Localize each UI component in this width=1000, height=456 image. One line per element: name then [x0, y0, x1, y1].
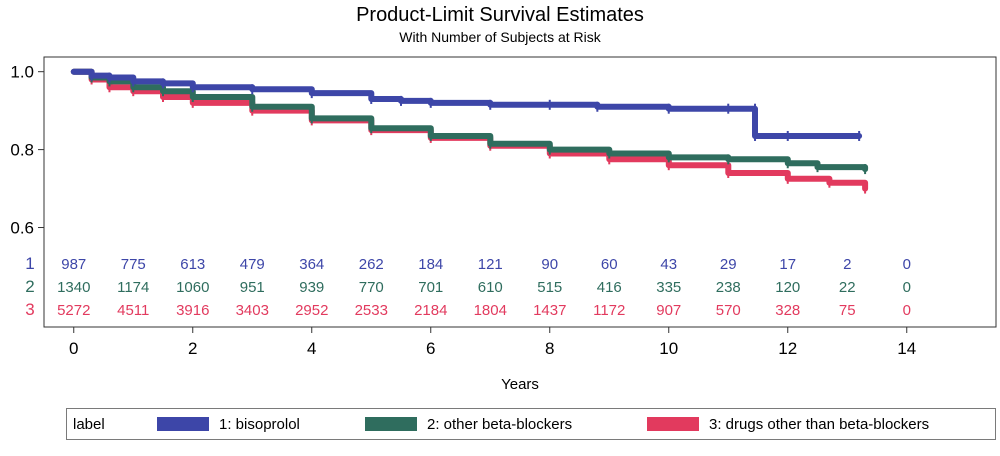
risk-count-1: 987 — [61, 256, 86, 273]
x-tick-label: 14 — [897, 339, 916, 358]
risk-count-1: 262 — [359, 256, 384, 273]
risk-count-1: 90 — [541, 256, 558, 273]
risk-count-1: 2 — [843, 256, 851, 273]
risk-count-3: 3916 — [176, 302, 209, 319]
x-tick-label: 6 — [426, 339, 435, 358]
risk-count-3: 570 — [716, 302, 741, 319]
risk-count-2: 416 — [597, 279, 622, 296]
risk-count-3: 2184 — [414, 302, 447, 319]
risk-count-3: 2952 — [295, 302, 328, 319]
risk-count-1: 479 — [240, 256, 265, 273]
risk-count-1: 0 — [903, 256, 911, 273]
risk-count-2: 515 — [537, 279, 562, 296]
risk-count-2: 1060 — [176, 279, 209, 296]
legend-swatch-drugs-other — [647, 417, 699, 431]
legend-title: label — [73, 416, 105, 433]
legend-swatch-bisoprolol — [157, 417, 209, 431]
y-tick-label: 0.8 — [10, 141, 34, 160]
plot-frame — [43, 56, 997, 328]
x-tick-label: 8 — [545, 339, 554, 358]
risk-count-3: 1437 — [533, 302, 566, 319]
legend-item-bisoprolol: 1: bisoprolol — [157, 414, 300, 434]
risk-count-2: 335 — [656, 279, 681, 296]
legend-label-bisoprolol: 1: bisoprolol — [219, 415, 300, 433]
risk-count-1: 613 — [180, 256, 205, 273]
y-tick-label: 1.0 — [10, 63, 34, 82]
legend-item-drugs-other: 3: drugs other than beta-blockers — [647, 414, 929, 434]
risk-count-3: 0 — [903, 302, 911, 319]
risk-count-1: 364 — [299, 256, 324, 273]
risk-count-2: 939 — [299, 279, 324, 296]
legend-label-other-beta-blockers: 2: other beta-blockers — [427, 415, 573, 433]
x-tick-label: 0 — [69, 339, 78, 358]
chart-title: Product-Limit Survival Estimates — [356, 4, 644, 26]
x-tick-label: 10 — [659, 339, 678, 358]
risk-count-1: 184 — [418, 256, 443, 273]
risk-count-2: 22 — [839, 279, 856, 296]
risk-count-2: 1174 — [117, 279, 149, 296]
risk-count-2: 1340 — [57, 279, 90, 296]
legend-label-drugs-other: 3: drugs other than beta-blockers — [709, 415, 930, 433]
risk-count-2: 238 — [716, 279, 741, 296]
risk-count-3: 1804 — [474, 302, 507, 319]
risk-count-1: 17 — [779, 256, 796, 273]
risk-count-1: 121 — [478, 256, 503, 273]
risk-count-1: 775 — [121, 256, 146, 273]
legend-item-other-beta-blockers: 2: other beta-blockers — [365, 414, 572, 434]
y-tick-label: 0.6 — [10, 219, 34, 238]
risk-row-label-2: 2 — [25, 277, 34, 296]
risk-count-3: 3403 — [236, 302, 269, 319]
risk-count-3: 907 — [656, 302, 681, 319]
risk-count-2: 701 — [418, 279, 443, 296]
risk-count-3: 328 — [775, 302, 800, 319]
x-tick-label: 4 — [307, 339, 316, 358]
risk-row-label-1: 1 — [25, 254, 34, 273]
legend-swatch-other-beta-blockers — [365, 417, 417, 431]
risk-count-1: 60 — [601, 256, 618, 273]
risk-count-3: 2533 — [355, 302, 388, 319]
risk-count-2: 120 — [775, 279, 800, 296]
risk-count-1: 29 — [720, 256, 737, 273]
risk-count-3: 1172 — [593, 302, 625, 319]
risk-count-2: 610 — [478, 279, 503, 296]
risk-count-2: 770 — [359, 279, 384, 296]
risk-count-3: 4511 — [117, 302, 149, 319]
risk-count-2: 0 — [903, 279, 911, 296]
risk-count-1: 43 — [660, 256, 677, 273]
legend: label 1: bisoprolol 2: other beta-blocke… — [66, 408, 996, 440]
risk-count-2: 951 — [240, 279, 265, 296]
x-tick-label: 12 — [778, 339, 797, 358]
x-axis-label: Years — [501, 376, 539, 393]
risk-count-3: 5272 — [57, 302, 90, 319]
risk-row-label-3: 3 — [25, 300, 34, 319]
risk-count-3: 75 — [839, 302, 856, 319]
chart-subtitle: With Number of Subjects at Risk — [399, 29, 601, 45]
x-tick-label: 2 — [188, 339, 197, 358]
